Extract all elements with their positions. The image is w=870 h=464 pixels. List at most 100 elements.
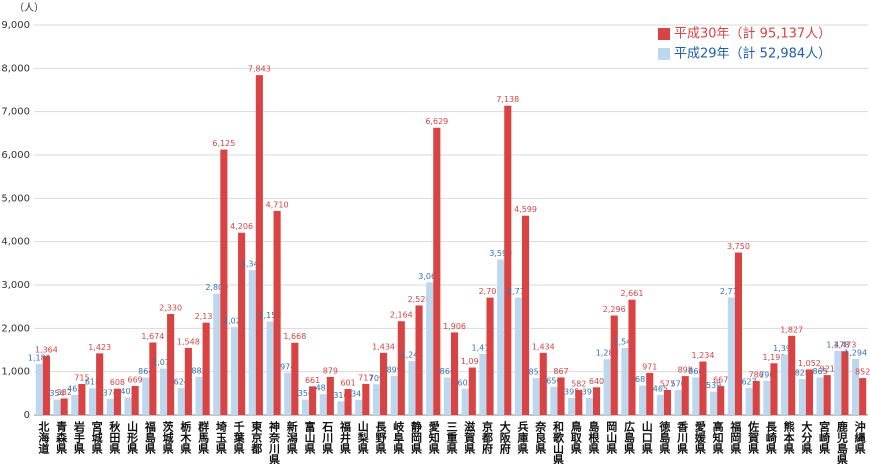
bar xyxy=(426,282,434,415)
value-label: 603 xyxy=(458,378,473,387)
value-label: 1,547 xyxy=(613,337,636,346)
value-label: 405 xyxy=(120,387,135,396)
value-label: 601 xyxy=(340,378,355,387)
legend-swatch xyxy=(658,28,670,40)
x-tick-label: 大阪府 xyxy=(498,420,511,455)
bar xyxy=(266,321,274,415)
bar xyxy=(159,368,168,415)
x-tick-label: 香川県 xyxy=(676,420,690,455)
bar xyxy=(539,352,547,415)
value-label: 1,294 xyxy=(844,348,867,357)
y-tick-label: 7,000 xyxy=(1,107,30,118)
bar xyxy=(380,352,388,415)
x-tick-label: 宮崎県 xyxy=(818,420,831,455)
value-label: 6,629 xyxy=(425,117,448,126)
bar xyxy=(142,377,150,415)
bar xyxy=(823,375,831,415)
x-tick-label: 滋賀県 xyxy=(463,420,477,455)
value-label: 3,750 xyxy=(727,242,750,251)
bar xyxy=(131,386,139,415)
bar xyxy=(798,379,806,415)
bar xyxy=(479,353,487,415)
value-label: 539 xyxy=(706,381,721,390)
x-tick-label: 神奈川県 xyxy=(268,420,282,464)
bar xyxy=(337,401,345,415)
x-tick-label: 京都府 xyxy=(480,420,494,455)
value-label: 2,131 xyxy=(195,312,218,321)
legend-label: 平成29年（計 52,984人） xyxy=(674,46,831,62)
value-label: 1,478 xyxy=(826,340,849,349)
bar xyxy=(692,377,700,415)
value-label: 393 xyxy=(582,387,597,396)
value-label: 1,244 xyxy=(401,351,424,360)
value-label: 582 xyxy=(571,379,586,388)
x-tick-label: 石川県 xyxy=(321,421,335,455)
value-label: 6,125 xyxy=(212,139,235,148)
value-label: 347 xyxy=(351,389,366,398)
bar xyxy=(514,297,522,415)
x-tick-label: 北海道 xyxy=(37,420,50,455)
bar xyxy=(96,353,104,415)
bar xyxy=(451,332,459,415)
y-tick-label: 4,000 xyxy=(1,237,30,248)
value-label: 882 xyxy=(191,366,206,375)
bar xyxy=(60,398,68,415)
value-label: 382 xyxy=(57,388,72,397)
x-tick-label: 福島県 xyxy=(143,420,157,455)
x-tick-label: 鳥取県 xyxy=(569,420,582,455)
y-unit: （人） xyxy=(14,2,44,14)
value-label: 576 xyxy=(670,380,685,389)
x-tick-label: 富山県 xyxy=(303,420,316,455)
value-label: 786 xyxy=(749,370,764,379)
bar xyxy=(106,398,114,415)
value-label: 1,434 xyxy=(532,342,555,351)
value-label: 3,590 xyxy=(489,249,512,258)
value-label: 1,548 xyxy=(177,337,200,346)
bar xyxy=(841,351,849,415)
value-label: 624 xyxy=(174,377,189,386)
x-tick-label: 岐阜県 xyxy=(392,420,405,455)
bar xyxy=(309,386,317,415)
y-tick-label: 1,000 xyxy=(1,367,30,378)
value-label: 7,843 xyxy=(248,65,271,74)
value-label: 709 xyxy=(369,374,384,383)
x-tick-label: 広島県 xyxy=(622,420,635,455)
x-tick-label: 和歌山県 xyxy=(551,420,564,464)
value-label: 640 xyxy=(589,377,604,386)
bar xyxy=(177,387,185,415)
bar xyxy=(53,399,61,415)
x-tick-label: 島根県 xyxy=(587,420,600,455)
legend-label: 平成30年（計 95,137人） xyxy=(674,26,831,42)
value-label: 866 xyxy=(440,367,455,376)
bar xyxy=(788,335,796,415)
bar xyxy=(390,376,398,415)
y-tick-label: 0 xyxy=(24,410,30,421)
value-label: 316 xyxy=(333,391,348,400)
value-label: 2,027 xyxy=(223,317,246,326)
value-label: 1,674 xyxy=(141,332,164,341)
value-label: 463 xyxy=(67,384,82,393)
value-label: 481 xyxy=(316,384,331,393)
value-label: 1,397 xyxy=(773,344,796,353)
value-label: 2,661 xyxy=(621,289,644,298)
value-label: 1,072 xyxy=(152,358,175,367)
x-tick-label: 大分県 xyxy=(800,420,813,455)
value-label: 1,423 xyxy=(88,343,111,352)
value-label: 2,164 xyxy=(390,311,413,320)
bar xyxy=(284,372,292,415)
value-label: 650 xyxy=(546,376,561,385)
bar xyxy=(461,388,469,415)
value-label: 828 xyxy=(795,369,810,378)
value-label: 669 xyxy=(128,376,143,385)
x-tick-label: 山口県 xyxy=(640,420,653,455)
value-label: 4,599 xyxy=(514,205,537,214)
x-tick-label: 茨城県 xyxy=(161,420,174,455)
x-tick-label: 沖縄県 xyxy=(853,420,866,455)
bar xyxy=(362,383,370,415)
y-tick-label: 9,000 xyxy=(1,20,30,31)
value-label: 1,193 xyxy=(763,353,786,362)
bar xyxy=(408,361,416,415)
bar xyxy=(628,299,636,415)
x-tick-label: 愛媛県 xyxy=(693,420,707,455)
value-label: 864 xyxy=(138,367,153,376)
